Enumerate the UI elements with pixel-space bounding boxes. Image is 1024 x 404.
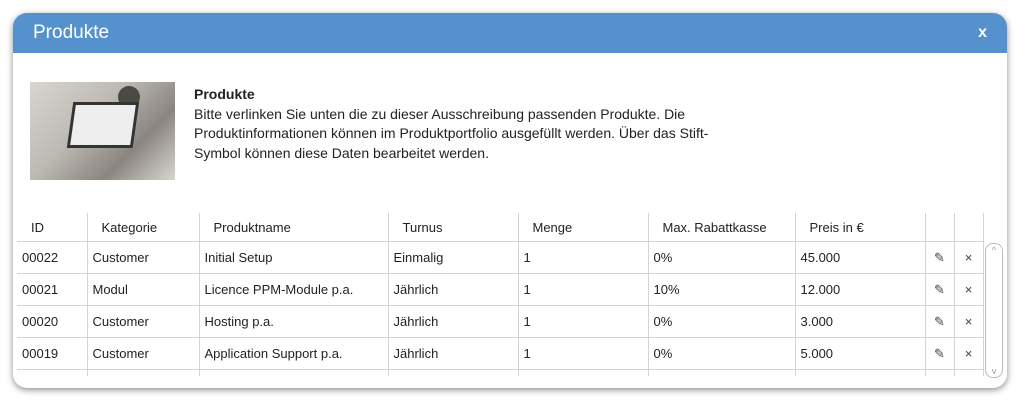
table-cell: 1	[517, 273, 649, 306]
close-button[interactable]: x	[978, 24, 987, 41]
table-cell: 1	[517, 305, 649, 338]
table-cell: Jährlich	[387, 305, 519, 338]
table-cell	[924, 369, 955, 376]
table-cell: 12.000	[794, 273, 926, 306]
dialog-header: Produkte x	[13, 13, 1007, 53]
products-table: ID Kategorie Produktname Turnus Menge Max. Ra…	[17, 213, 984, 376]
intro-text: Bitte verlinken Sie unten die zu dieser …	[194, 105, 709, 161]
table-cell: Application Support p.a.	[198, 337, 389, 370]
table-cell: Customer	[86, 241, 200, 274]
delete-icon[interactable]: ×	[953, 337, 984, 370]
edit-icon[interactable]: ✎	[924, 273, 955, 306]
column-header-action	[953, 213, 984, 242]
table-row[interactable]: 00022 Customer Initial Setup Einmalig 1 0% 45.…	[17, 241, 984, 274]
table-cell: Jährlich	[387, 273, 519, 306]
intro: Produkte Bitte verlinken Sie unten die z…	[194, 85, 754, 163]
intro-heading: Produkte	[194, 86, 255, 102]
table-cell: 3.000	[794, 305, 926, 338]
table-cell: 45.000	[794, 241, 926, 274]
table-cell: Initial Setup	[198, 241, 389, 274]
scroll-down-icon[interactable]: v	[991, 366, 997, 376]
table-cell: 0%	[647, 241, 796, 274]
table-cell: 5.000	[794, 337, 926, 370]
column-header-action	[924, 213, 955, 242]
table-cell: Customer	[86, 305, 200, 338]
table-cell: 00019	[17, 337, 88, 370]
table-cell: 00021	[17, 273, 88, 306]
table-header: ID Kategorie Produktname Turnus Menge Max. Ra…	[17, 213, 984, 242]
table-cell	[198, 369, 389, 376]
table-cell: Licence PPM-Module p.a.	[198, 273, 389, 306]
products-dialog: Produkte x Produkte Bitte verlinken Sie …	[13, 13, 1007, 388]
table-cell: 00020	[17, 305, 88, 338]
table-cell	[17, 369, 88, 376]
table-cell: 0%	[647, 337, 796, 370]
table-cell	[387, 369, 519, 376]
table-row[interactable]: 00021 Modul Licence PPM-Module p.a. Jährlic…	[17, 273, 984, 306]
dialog-title: Produkte	[33, 22, 110, 43]
edit-icon[interactable]: ✎	[924, 305, 955, 338]
table-cell: 0%	[647, 305, 796, 338]
column-header[interactable]: Kategorie	[86, 213, 200, 242]
table-row[interactable]: 00019 Customer Application Support p.a. Jäh…	[17, 337, 984, 370]
table-cell: 10%	[647, 273, 796, 306]
table-cell: Einmalig	[387, 241, 519, 274]
table-cell: 1	[517, 241, 649, 274]
table-cell: Jährlich	[387, 337, 519, 370]
delete-icon[interactable]: ×	[953, 305, 984, 338]
table-cell	[517, 369, 649, 376]
table-cell: Modul	[86, 273, 200, 306]
column-header[interactable]: Produktname	[198, 213, 389, 242]
edit-icon[interactable]: ✎	[924, 241, 955, 274]
table-cell	[86, 369, 200, 376]
edit-icon[interactable]: ✎	[924, 337, 955, 370]
table-row-partial	[17, 369, 984, 376]
column-header[interactable]: ID	[17, 213, 88, 242]
table-cell	[953, 369, 984, 376]
table-cell: 1	[517, 337, 649, 370]
delete-icon[interactable]: ×	[953, 241, 984, 274]
table-cell	[647, 369, 796, 376]
table-cell	[794, 369, 926, 376]
table-cell: Customer	[86, 337, 200, 370]
laptop-photo	[30, 82, 175, 180]
table-row[interactable]: 00020 Customer Hosting p.a. Jährlich 1 0% 3.00…	[17, 305, 984, 338]
table-cell: Hosting p.a.	[198, 305, 389, 338]
column-header[interactable]: Menge	[517, 213, 649, 242]
column-header[interactable]: Preis in €	[794, 213, 926, 242]
column-header[interactable]: Max. Rabattkasse	[647, 213, 796, 242]
scrollbar[interactable]: ^ v	[985, 243, 1003, 378]
scroll-up-icon[interactable]: ^	[991, 245, 997, 255]
delete-icon[interactable]: ×	[953, 273, 984, 306]
table-cell: 00022	[17, 241, 88, 274]
column-header[interactable]: Turnus	[387, 213, 519, 242]
